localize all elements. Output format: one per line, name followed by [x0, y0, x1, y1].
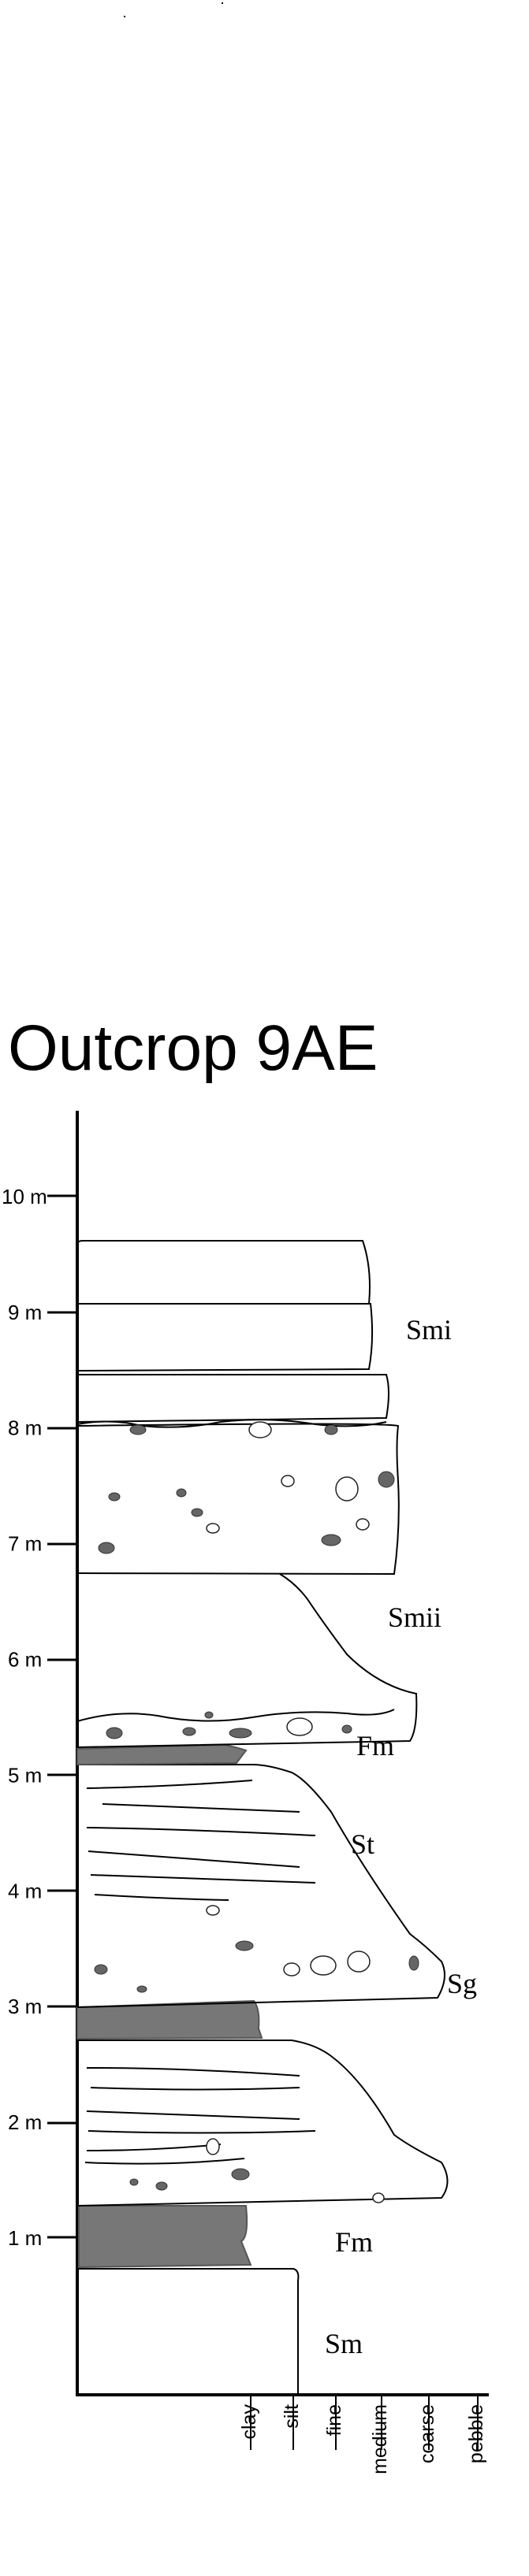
bed-smii — [76, 1573, 418, 1748]
bed-fm-upper — [76, 1743, 248, 1766]
grain-size-label: silt — [281, 2404, 303, 2429]
clast — [94, 1964, 108, 1975]
clast — [229, 1728, 252, 1739]
bed-fm-lower — [78, 2205, 252, 2269]
facies-label: Fm — [335, 2226, 373, 2258]
clast — [286, 1717, 313, 1736]
facies-label: Sg — [447, 1968, 477, 1999]
depth-label: 9 m — [8, 1301, 42, 1324]
bed-smi-upper — [76, 1303, 374, 1372]
depth-label: 5 m — [8, 1763, 42, 1787]
depth-label: 3 m — [8, 1995, 42, 2018]
bed-lower-sand — [76, 2040, 449, 2207]
clast — [335, 1476, 359, 1501]
depth-label: 8 m — [8, 1416, 42, 1440]
depth-labels: 1 m 2 m 3 m 4 m 5 m 6 m 7 m 8 m 9 m 10 m — [2, 1185, 47, 2250]
depth-label: 6 m — [8, 1648, 42, 1672]
clast — [206, 1905, 220, 1916]
depth-label: 2 m — [8, 2110, 42, 2134]
facies-label: Smi — [406, 1314, 452, 1346]
clast — [324, 1424, 338, 1435]
clast — [129, 2178, 139, 2186]
cross-strata — [84, 2067, 316, 2165]
facies-label: Sm — [325, 2328, 363, 2359]
bed-upper-sand — [76, 1764, 445, 2008]
facies-label: St — [351, 1828, 374, 1860]
clast — [356, 1518, 370, 1531]
speck — [124, 16, 125, 17]
grain-size-label: pebble — [465, 2404, 487, 2463]
clast — [106, 1727, 123, 1739]
clast — [136, 1985, 147, 1993]
clast — [378, 1471, 395, 1488]
depth-label: 7 m — [8, 1532, 42, 1556]
clast — [321, 1534, 341, 1546]
clast — [204, 1711, 214, 1719]
depth-label: 4 m — [8, 1879, 42, 1902]
grain-size-label: clay — [238, 2404, 260, 2440]
clast — [191, 1508, 203, 1517]
depth-label: 10 m — [2, 1185, 47, 1208]
clast — [283, 1962, 300, 1977]
depth-label: 1 m — [8, 2226, 42, 2250]
clast — [310, 1955, 337, 1976]
clast — [248, 1421, 272, 1438]
clast — [176, 1488, 187, 1498]
clast — [182, 1727, 196, 1736]
facies-label: Smii — [388, 1602, 441, 1633]
erosion-base — [76, 1709, 395, 1722]
clast — [129, 1424, 147, 1435]
clast — [347, 1951, 371, 1973]
grain-size-labels: clay silt fine medium coarse pebble — [238, 2404, 487, 2474]
clast — [108, 1492, 121, 1501]
clast — [155, 2181, 168, 2191]
bed-smi-middle — [76, 1374, 389, 1423]
clast — [206, 2138, 220, 2155]
grain-size-label: fine — [323, 2404, 345, 2436]
clast — [235, 1940, 254, 1951]
bed-sm — [77, 2268, 300, 2395]
grain-size-label: coarse — [416, 2404, 438, 2463]
page-title: Outcrop 9AE — [8, 1012, 378, 1084]
clast — [206, 1523, 220, 1534]
bed-smi-lower — [76, 1423, 400, 1576]
clast — [281, 1475, 295, 1487]
bed-fm-middle — [76, 1999, 263, 2040]
facies-label: Fm — [356, 1730, 394, 1761]
bed-smi-top — [76, 1240, 371, 1305]
clast — [341, 1724, 352, 1734]
cross-strata — [86, 1780, 316, 1901]
clast — [231, 2168, 250, 2181]
clast — [98, 1542, 115, 1554]
clast — [372, 2192, 385, 2203]
grain-size-label: medium — [369, 2404, 391, 2474]
erosion-base — [76, 1419, 387, 1428]
speck — [222, 2, 223, 4]
clast — [408, 1955, 419, 1971]
